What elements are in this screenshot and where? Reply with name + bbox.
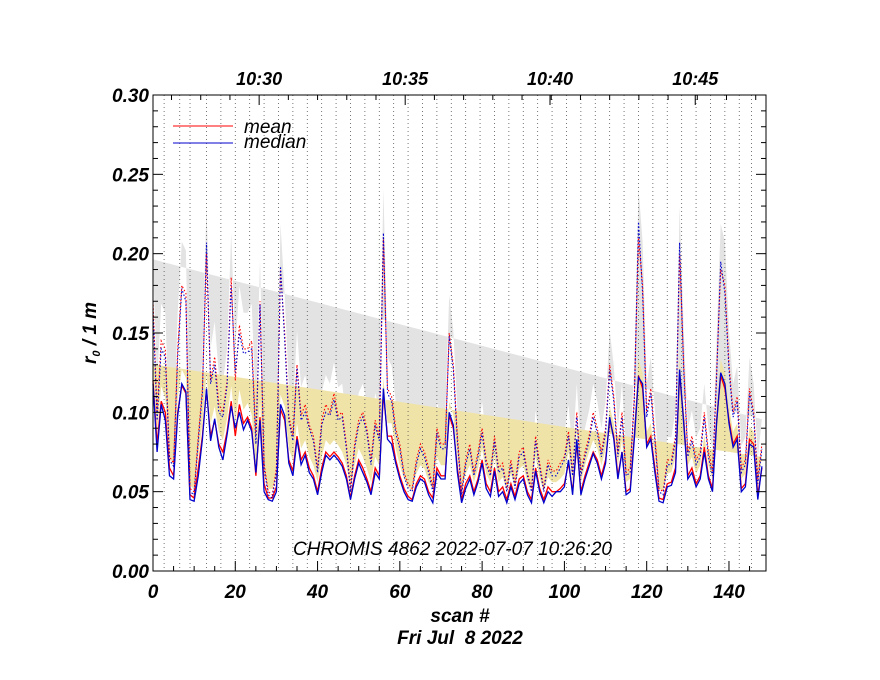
y-axis-title-rest: / 1 m <box>80 302 101 351</box>
x-axis-ticks: 0 20 40 60 80 100 120 140 <box>148 561 751 603</box>
x-axis-title: scan # <box>430 606 490 627</box>
y-tick-label: 0.10 <box>112 403 149 424</box>
x-tick-label: 20 <box>224 582 247 603</box>
dotted-spread-band <box>153 188 762 477</box>
y-axis-title: r0 / 1 m <box>80 302 103 364</box>
y-tick-label: 0.25 <box>112 165 149 186</box>
x-tick-label: 80 <box>472 582 494 603</box>
y-tick-label: 0.20 <box>112 245 149 266</box>
plot-frame <box>152 94 767 572</box>
dispersion-bands <box>153 188 762 491</box>
legend-median-label: median <box>244 132 306 153</box>
x-tick-label: 60 <box>389 582 411 603</box>
top-time-label: 10:45 <box>672 69 719 89</box>
y-tick-label: 0.30 <box>112 86 149 107</box>
y-tick-label: 0.05 <box>112 483 149 504</box>
series-median-solid <box>152 369 763 505</box>
y-tick-label: 0.00 <box>112 562 149 583</box>
x-axis-date: Fri Jul 8 2022 <box>397 628 523 649</box>
top-time-label: 10:30 <box>236 69 282 89</box>
x-tick-label: 100 <box>549 582 581 603</box>
data-series <box>152 221 763 505</box>
series-mean-dotted <box>152 237 763 496</box>
x-tick-label: 140 <box>713 582 745 603</box>
x-tick-label: 0 <box>148 582 159 603</box>
x-tick-label: 120 <box>631 582 663 603</box>
top-time-axis: 10:30 10:35 10:40 10:45 <box>171 69 757 105</box>
y-axis-ticks: 0.00 0.05 0.10 0.15 0.20 0.25 0.30 <box>112 86 766 583</box>
legend-mean-label: mean <box>244 117 292 138</box>
y-axis-title-sub: 0 <box>91 350 103 357</box>
y-tick-label: 0.15 <box>112 324 149 345</box>
top-time-label: 10:40 <box>527 69 573 89</box>
x-tick-label: 40 <box>306 582 329 603</box>
y-axis-title-main: r <box>80 355 101 364</box>
top-time-label: 10:35 <box>382 69 429 89</box>
dataset-annotation: CHROMIS 4862 2022-07-07 10:26:20 <box>293 539 612 560</box>
solid-spread-band <box>153 357 762 491</box>
series-median-dotted <box>152 221 763 500</box>
